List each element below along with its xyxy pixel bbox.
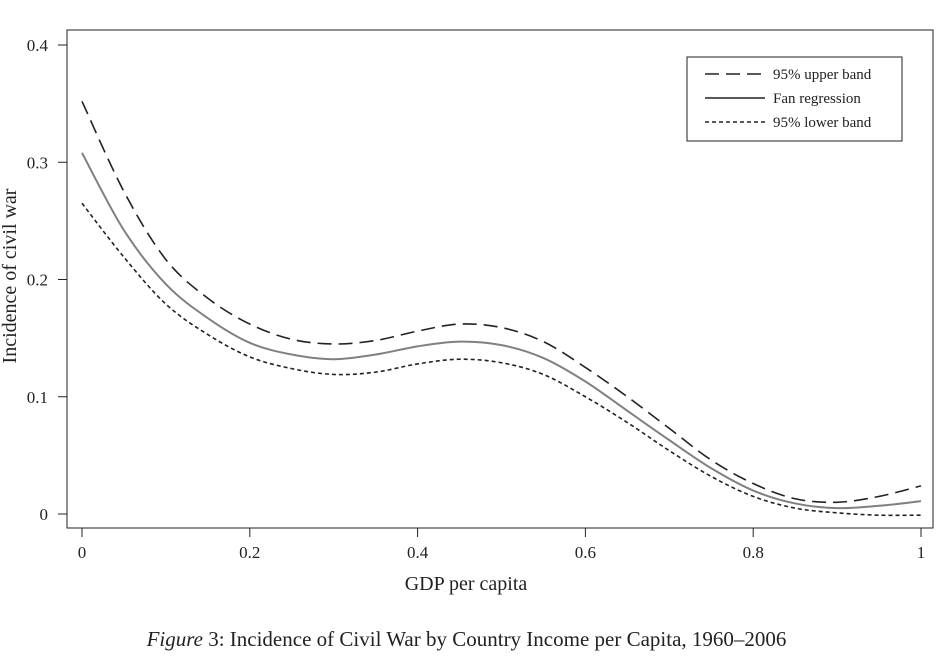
legend-label: 95% upper band (773, 67, 872, 83)
y-tick-label: 0.1 (27, 388, 48, 407)
legend-label: Fan regression (773, 91, 861, 107)
x-tick-label: 0 (78, 543, 87, 562)
x-tick-label: 0.8 (743, 543, 764, 562)
y-tick-label: 0.2 (27, 271, 48, 290)
series-layer (81, 100, 922, 517)
series-line-2 (81, 202, 922, 517)
y-tick-label: 0.3 (27, 153, 48, 172)
figure-caption: Figure 3: Incidence of Civil War by Coun… (0, 627, 933, 652)
x-tick-label: 0.4 (407, 543, 429, 562)
figure-label: Figure (146, 627, 203, 651)
y-axis-label: Incidence of civil war (0, 188, 21, 363)
x-tick-label: 0.2 (239, 543, 260, 562)
y-tick-label: 0.4 (27, 36, 49, 55)
legend-box (686, 56, 903, 142)
x-axis: 0 0.2 0.4 0.6 0.8 1 (78, 528, 926, 562)
x-tick-label: 1 (917, 543, 926, 562)
legend-label: 95% lower band (773, 115, 872, 131)
y-axis: 0 0.1 0.2 0.3 0.4 (27, 36, 67, 524)
caption-text: 3: Incidence of Civil War by Country Inc… (202, 627, 787, 651)
series-line-1 (81, 152, 922, 510)
x-axis-label: GDP per capita (405, 573, 528, 595)
x-tick-label: 0.6 (575, 543, 596, 562)
series-line-0 (81, 100, 922, 504)
legend: 95% upper band Fan regression 95% lower ba… (686, 56, 903, 142)
y-tick-label: 0 (40, 505, 49, 524)
